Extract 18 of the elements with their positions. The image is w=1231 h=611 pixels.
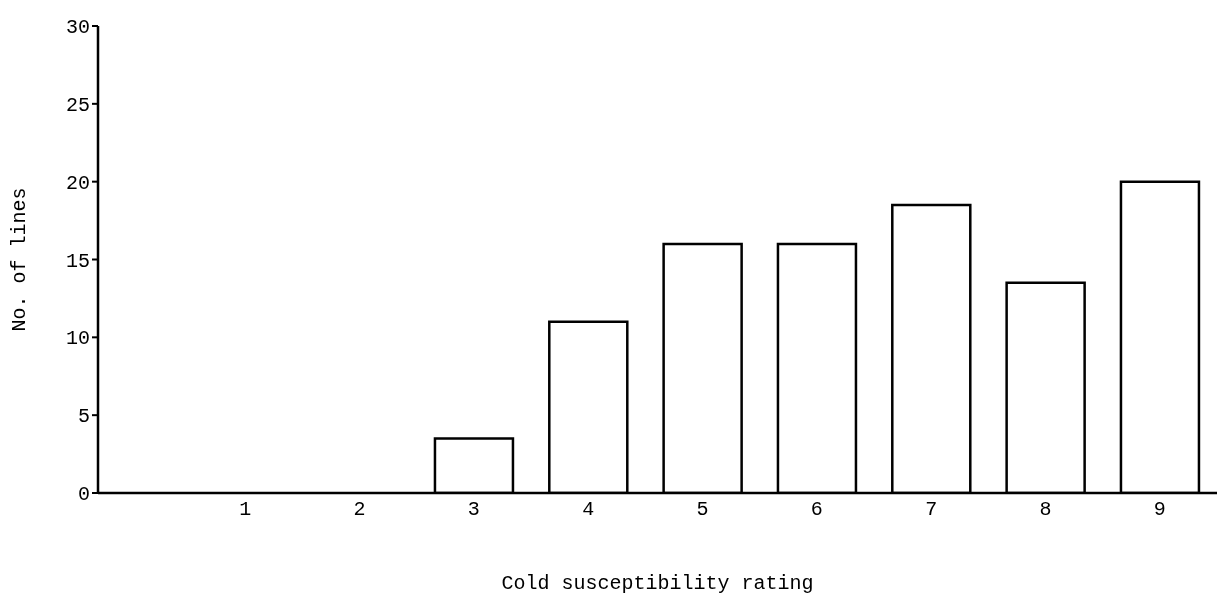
y-tick-label: 25: [65, 93, 90, 117]
x-tick-label: 4: [582, 498, 595, 522]
x-tick-label: 6: [810, 498, 823, 522]
x-tick-label: 9: [1153, 498, 1166, 522]
y-tick-label: 20: [65, 171, 90, 195]
x-tick-label: 5: [696, 498, 709, 522]
x-tick-label: 1: [239, 498, 252, 522]
x-tick-label: 7: [925, 498, 938, 522]
y-tick-label: 15: [65, 249, 90, 273]
x-axis-title: Cold susceptibility rating: [501, 572, 814, 595]
y-tick-label: 10: [65, 327, 90, 351]
x-tick-label: 2: [353, 498, 366, 522]
y-tick-label: 5: [77, 405, 90, 429]
x-tick-label: 8: [1039, 498, 1052, 522]
y-tick-label: 30: [65, 16, 90, 40]
x-tick-label: 3: [467, 498, 480, 522]
y-tick-label: 0: [77, 483, 90, 507]
y-axis-title: No. of lines: [8, 187, 32, 332]
